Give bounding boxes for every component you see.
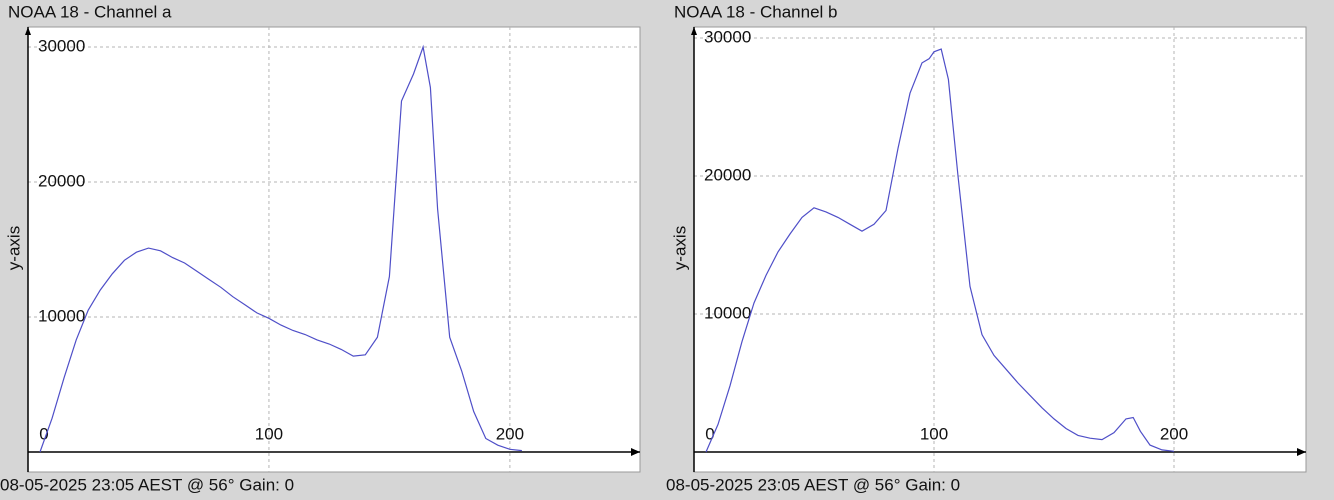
x-tick-label: 0 <box>705 424 714 443</box>
y-axis-label: y-axis <box>4 226 23 270</box>
data-line <box>39 44 522 453</box>
y-axis-label: y-axis <box>670 226 689 270</box>
plot-area <box>27 26 641 473</box>
plot-area <box>693 26 1307 473</box>
y-axis-arrow <box>691 27 697 35</box>
y-tick-label: 30000 <box>38 36 85 55</box>
x-tick-label: 100 <box>920 424 948 443</box>
y-axis-arrow <box>25 27 31 35</box>
chart-title: NOAA 18 - Channel b <box>674 2 837 21</box>
footer-status: 08-05-2025 23:05 AEST @ 56° Gain: 0 <box>666 475 960 494</box>
chart-title: NOAA 18 - Channel a <box>8 2 172 21</box>
x-tick-label: 200 <box>1160 424 1188 443</box>
x-axis-arrow <box>631 448 640 456</box>
y-tick-label: 10000 <box>704 303 751 322</box>
footer-status: 08-05-2025 23:05 AEST @ 56° Gain: 0 <box>0 475 294 494</box>
y-tick-label: 30000 <box>704 28 751 47</box>
y-tick-label: 20000 <box>704 166 751 185</box>
x-tick-label: 100 <box>255 424 283 443</box>
y-tick-label: 20000 <box>38 171 85 190</box>
y-tick-label: 10000 <box>38 306 85 325</box>
data-line <box>705 48 1175 453</box>
x-tick-label: 0 <box>39 424 48 443</box>
x-axis-arrow <box>1297 448 1306 456</box>
x-tick-label: 200 <box>496 424 524 443</box>
